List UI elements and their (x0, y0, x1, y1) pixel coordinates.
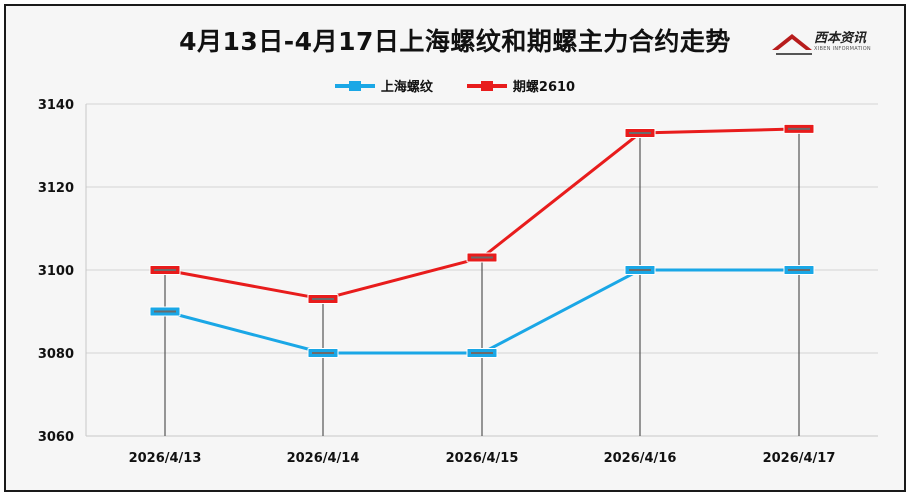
logo-subtitle: XIBEN INFORMATION (814, 46, 871, 52)
y-tick-label: 3120 (38, 181, 74, 196)
legend-item-series-1: 上海螺纹 (334, 76, 433, 95)
x-tick-label: 2026/4/17 (763, 451, 836, 466)
chart-legend: 上海螺纹 期螺2610 (0, 76, 910, 95)
logo-name: 西本资讯 (814, 31, 867, 46)
x-tick-label: 2026/4/14 (287, 451, 360, 466)
legend-swatch-series-1 (334, 80, 375, 91)
y-tick-label: 3080 (38, 347, 74, 362)
y-tick-label: 3100 (38, 264, 74, 279)
legend-swatch-series-2 (466, 80, 507, 91)
chart-title: 4月13日-4月17日上海螺纹和期螺主力合约走势 (179, 27, 731, 56)
y-tick-label: 3060 (38, 430, 74, 445)
chart-frame (4, 4, 906, 492)
legend-label-series-1: 上海螺纹 (380, 80, 433, 95)
x-tick-label: 2026/4/13 (129, 451, 202, 466)
legend-label-series-2: 期螺2610 (512, 80, 576, 95)
y-tick-label: 3140 (38, 98, 74, 113)
brand-logo: 西本资讯 XIBEN INFORMATION (770, 24, 880, 58)
x-tick-label: 2026/4/16 (604, 451, 677, 466)
x-tick-label: 2026/4/15 (446, 451, 519, 466)
legend-item-series-2: 期螺2610 (466, 76, 576, 95)
roof-logo-icon (772, 34, 812, 55)
